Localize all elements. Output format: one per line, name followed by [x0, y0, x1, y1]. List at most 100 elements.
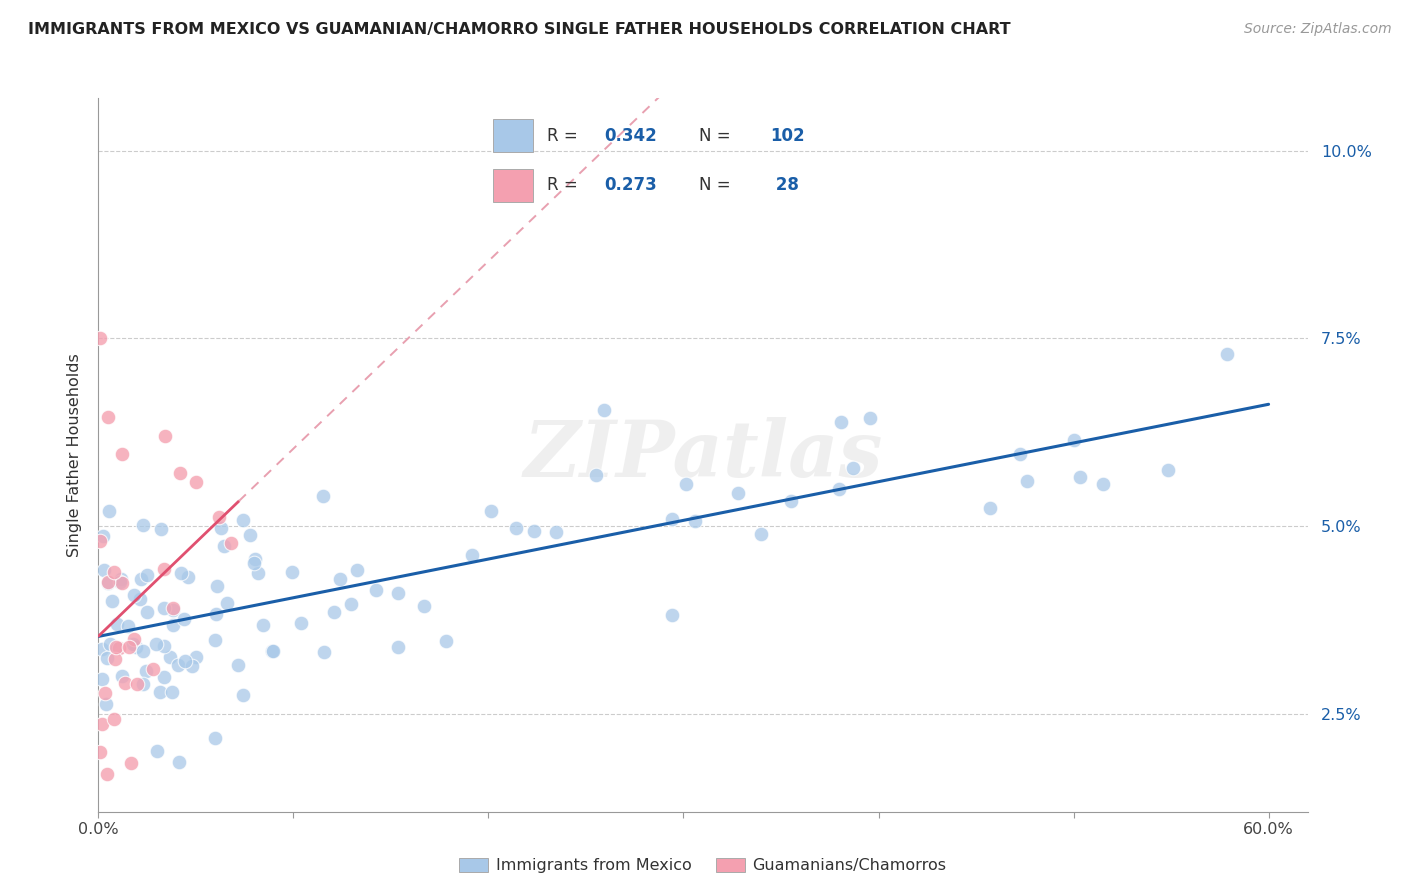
- Point: [89, 533, 111, 548]
- Point: [461, 548, 484, 562]
- Point: [434, 633, 457, 648]
- Point: [340, 597, 363, 611]
- Point: [522, 524, 544, 538]
- Point: [101, 594, 124, 608]
- Point: [105, 640, 128, 655]
- Point: [314, 645, 336, 659]
- Point: [209, 520, 232, 534]
- Point: [683, 515, 706, 529]
- Point: [585, 468, 607, 483]
- Point: [675, 476, 697, 491]
- Point: [108, 640, 131, 655]
- Point: [111, 669, 134, 683]
- Point: [159, 649, 181, 664]
- Point: [260, 644, 283, 658]
- Point: [180, 659, 202, 673]
- Point: [149, 684, 172, 698]
- Point: [91, 672, 114, 686]
- Point: [117, 619, 139, 633]
- Point: [830, 415, 852, 429]
- Point: [94, 697, 117, 711]
- Point: [131, 572, 153, 586]
- Point: [312, 489, 335, 503]
- Point: [219, 536, 242, 550]
- Point: [135, 664, 157, 678]
- Point: [122, 637, 145, 651]
- Point: [132, 676, 155, 690]
- Point: [162, 618, 184, 632]
- Text: ZIPatlas: ZIPatlas: [523, 417, 883, 493]
- Point: [97, 576, 120, 591]
- Point: [153, 639, 176, 653]
- Point: [149, 522, 172, 536]
- Point: [232, 513, 254, 527]
- Point: [129, 592, 152, 607]
- Point: [97, 575, 120, 590]
- Point: [204, 731, 226, 745]
- Point: [89, 331, 111, 345]
- Point: [1157, 463, 1180, 477]
- Text: Source: ZipAtlas.com: Source: ZipAtlas.com: [1244, 22, 1392, 37]
- Point: [173, 612, 195, 626]
- Point: [94, 686, 117, 700]
- Point: [97, 410, 120, 425]
- Point: [346, 563, 368, 577]
- Point: [120, 756, 142, 770]
- Point: [167, 657, 190, 672]
- Point: [593, 403, 616, 417]
- Point: [146, 744, 169, 758]
- Point: [246, 566, 269, 581]
- Point: [162, 601, 184, 615]
- Point: [89, 745, 111, 759]
- Point: [111, 447, 134, 461]
- Point: [105, 616, 128, 631]
- Point: [184, 475, 207, 489]
- Point: [727, 486, 749, 500]
- Point: [142, 662, 165, 676]
- Point: [842, 461, 865, 475]
- Point: [125, 640, 148, 654]
- Point: [232, 688, 254, 702]
- Point: [1015, 474, 1038, 488]
- Point: [91, 529, 114, 543]
- Point: [243, 556, 266, 570]
- Point: [322, 605, 344, 619]
- Point: [162, 685, 184, 699]
- Point: [281, 566, 304, 580]
- Point: [91, 717, 114, 731]
- Point: [145, 637, 167, 651]
- Point: [1010, 447, 1032, 461]
- Point: [205, 607, 228, 621]
- Point: [749, 527, 772, 541]
- Point: [169, 466, 191, 480]
- Point: [96, 766, 118, 780]
- Point: [505, 521, 527, 535]
- Point: [124, 632, 146, 647]
- Point: [413, 599, 436, 614]
- Text: IMMIGRANTS FROM MEXICO VS GUAMANIAN/CHAMORRO SINGLE FATHER HOUSEHOLDS CORRELATIO: IMMIGRANTS FROM MEXICO VS GUAMANIAN/CHAM…: [28, 22, 1011, 37]
- Point: [111, 575, 134, 590]
- Point: [329, 572, 352, 586]
- Point: [122, 588, 145, 602]
- Point: [779, 494, 801, 508]
- Point: [217, 596, 239, 610]
- Point: [479, 504, 502, 518]
- Point: [1063, 433, 1085, 447]
- Point: [153, 601, 176, 615]
- Point: [1091, 477, 1114, 491]
- Point: [153, 428, 176, 442]
- Point: [205, 579, 228, 593]
- Point: [252, 618, 274, 632]
- Point: [110, 572, 132, 586]
- Point: [169, 755, 191, 769]
- Point: [93, 563, 115, 577]
- Point: [170, 566, 193, 580]
- Point: [132, 518, 155, 533]
- Point: [177, 570, 200, 584]
- Point: [546, 524, 568, 539]
- Point: [1216, 347, 1239, 361]
- Point: [290, 615, 312, 630]
- Point: [96, 651, 118, 665]
- Point: [91, 641, 114, 656]
- Point: [104, 651, 127, 665]
